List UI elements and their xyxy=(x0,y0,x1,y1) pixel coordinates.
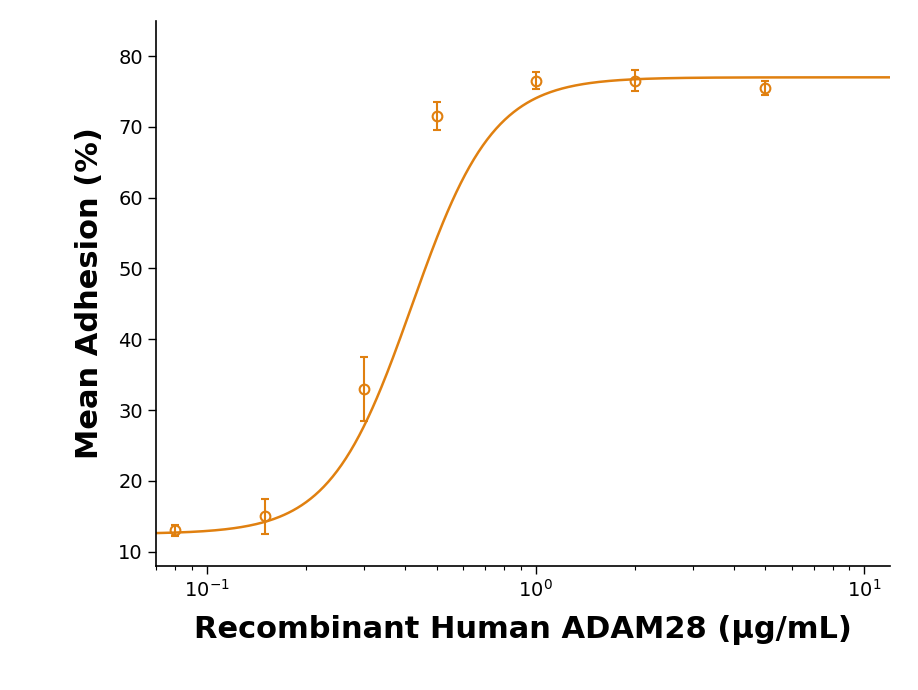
X-axis label: Recombinant Human ADAM28 (μg/mL): Recombinant Human ADAM28 (μg/mL) xyxy=(195,615,852,644)
Y-axis label: Mean Adhesion (%): Mean Adhesion (%) xyxy=(75,128,105,459)
